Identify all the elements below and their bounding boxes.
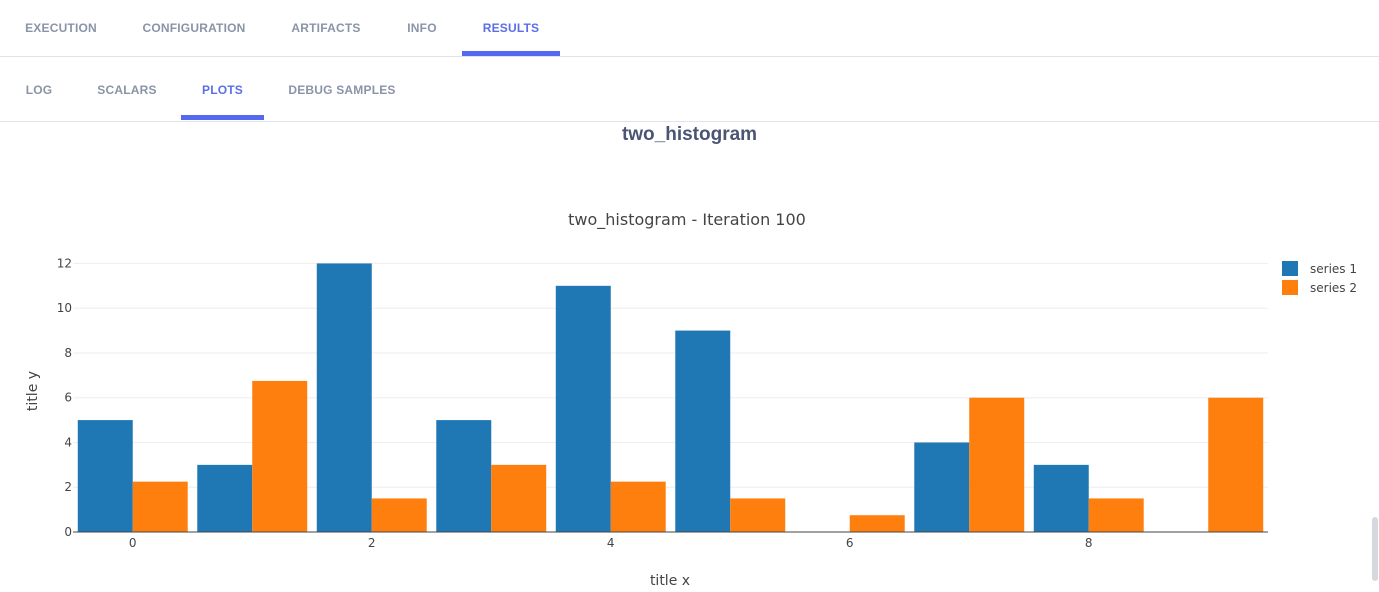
bar-series-2-x2 [371, 498, 427, 532]
bar-series-2-x8 [1088, 498, 1144, 532]
legend-label-series-2: series 2 [1310, 281, 1357, 295]
y-tick-label: 8 [64, 346, 72, 360]
x-axis-label: title x [650, 573, 690, 589]
x-tick-label: 6 [846, 536, 854, 550]
tab-configuration[interactable]: CONFIGURATION [142, 21, 246, 35]
x-tick-label: 4 [607, 536, 615, 550]
y-tick-label: 2 [64, 480, 72, 494]
y-tick-label: 6 [64, 391, 72, 405]
x-tick-label: 0 [129, 536, 137, 550]
bar-series-2-x9 [1208, 397, 1264, 532]
tab-info[interactable]: INFO [407, 21, 437, 35]
bar-series-1-x8 [1033, 464, 1089, 532]
subtab-plots[interactable]: PLOTS [201, 82, 243, 97]
y-axis-label: title y [25, 371, 41, 411]
y-tick-label: 12 [57, 256, 72, 270]
subtab-active-indicator [181, 115, 264, 120]
bar-series-1-x2 [316, 263, 372, 532]
bar-series-1-x7 [914, 442, 970, 532]
y-tick-label: 10 [57, 301, 72, 315]
x-tick-label: 2 [368, 536, 376, 550]
subtab-scalars[interactable]: SCALARS [97, 82, 157, 97]
bar-series-2-x5 [730, 498, 786, 532]
legend-swatch-series-2 [1282, 280, 1298, 295]
bar-series-2-x1 [252, 380, 308, 532]
bar-series-1-x1 [197, 464, 253, 532]
main-tab-bar: EXECUTION CONFIGURATION ARTIFACTS INFO R… [0, 0, 1379, 57]
legend-label-series-1: series 1 [1310, 262, 1357, 276]
y-tick-label: 0 [64, 525, 72, 539]
bar-series-1-x0 [77, 420, 133, 532]
vertical-scrollbar-thumb[interactable] [1372, 517, 1378, 581]
tab-artifacts[interactable]: ARTIFACTS [291, 21, 361, 35]
x-tick-label: 8 [1085, 536, 1093, 550]
tab-active-indicator [462, 51, 560, 56]
chart-title: two_histogram - Iteration 100 [568, 210, 806, 230]
legend-swatch-series-1 [1282, 261, 1298, 276]
y-tick-label: 4 [64, 435, 72, 449]
bar-series-2-x4 [610, 481, 666, 532]
bar-series-2-x7 [969, 397, 1025, 532]
results-subtab-bar: LOG SCALARS PLOTS DEBUG SAMPLES [0, 58, 1379, 122]
bar-series-1-x5 [675, 330, 731, 532]
bar-series-2-x6 [849, 515, 905, 532]
plot-group-title: two_histogram [621, 124, 758, 145]
bar-series-1-x3 [436, 420, 492, 532]
tab-execution[interactable]: EXECUTION [25, 21, 97, 35]
bar-series-2-x3 [491, 464, 547, 532]
histogram-chart: two_histogram - Iteration 100 0 2 4 6 8 10 12 0 2… [25, 210, 1357, 589]
subtab-log[interactable]: LOG [25, 82, 53, 97]
bar-series-2-x0 [132, 481, 188, 532]
subtab-debug-samples[interactable]: DEBUG SAMPLES [288, 82, 396, 97]
tab-results[interactable]: RESULTS [482, 21, 540, 35]
bar-series-1-x4 [555, 285, 611, 532]
